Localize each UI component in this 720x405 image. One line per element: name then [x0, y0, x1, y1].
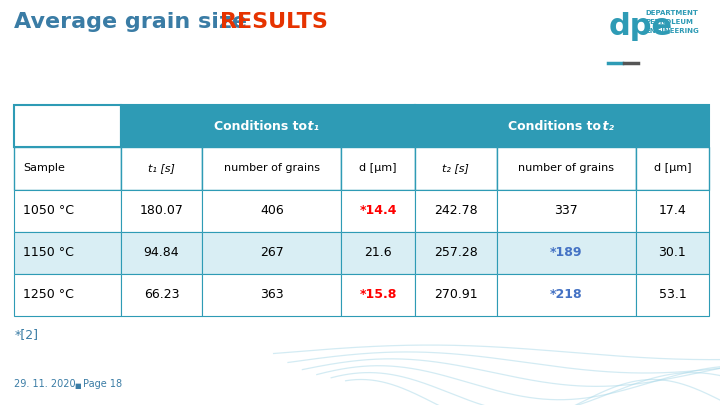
Text: 21.6: 21.6 [364, 246, 392, 259]
Text: DEPARTMENT
PETROLEUM
ENGINEERING: DEPARTMENT PETROLEUM ENGINEERING [646, 10, 700, 34]
Text: *15.8: *15.8 [359, 288, 397, 301]
Text: 337: 337 [554, 204, 578, 217]
Text: 30.1: 30.1 [659, 246, 686, 259]
Text: number of grains: number of grains [518, 164, 614, 173]
Text: ■: ■ [74, 383, 81, 389]
Text: 53.1: 53.1 [659, 288, 686, 301]
Text: number of grains: number of grains [224, 164, 320, 173]
Text: 406: 406 [260, 204, 284, 217]
Text: 180.07: 180.07 [140, 204, 184, 217]
Text: d [μm]: d [μm] [359, 164, 397, 173]
Text: *[2]: *[2] [14, 328, 38, 341]
Text: Conditions to: Conditions to [214, 120, 322, 133]
Text: *218: *218 [550, 288, 582, 301]
Text: 94.84: 94.84 [144, 246, 179, 259]
Text: t₂ [s]: t₂ [s] [442, 164, 469, 173]
Text: 257.28: 257.28 [434, 246, 477, 259]
Text: t₁ [s]: t₁ [s] [148, 164, 175, 173]
Text: Average grain size: Average grain size [14, 12, 255, 32]
Text: 267: 267 [260, 246, 284, 259]
Text: 17.4: 17.4 [659, 204, 686, 217]
Text: Conditions to: Conditions to [508, 120, 616, 133]
Text: dpe: dpe [608, 12, 672, 41]
Text: t₁: t₁ [295, 120, 320, 133]
Text: Sample: Sample [23, 164, 65, 173]
Text: 1250 °C: 1250 °C [23, 288, 74, 301]
Text: RESULTS: RESULTS [220, 12, 328, 32]
Text: 270.91: 270.91 [434, 288, 477, 301]
Text: t₂: t₂ [590, 120, 613, 133]
Text: *189: *189 [550, 246, 582, 259]
Text: d [μm]: d [μm] [654, 164, 691, 173]
Text: 1050 °C: 1050 °C [23, 204, 74, 217]
Text: 29. 11. 2020: 29. 11. 2020 [14, 379, 76, 389]
Text: 242.78: 242.78 [434, 204, 477, 217]
Text: Page 18: Page 18 [83, 379, 122, 389]
Text: 1150 °C: 1150 °C [23, 246, 74, 259]
Text: 66.23: 66.23 [144, 288, 179, 301]
Text: *14.4: *14.4 [359, 204, 397, 217]
Text: 363: 363 [260, 288, 284, 301]
